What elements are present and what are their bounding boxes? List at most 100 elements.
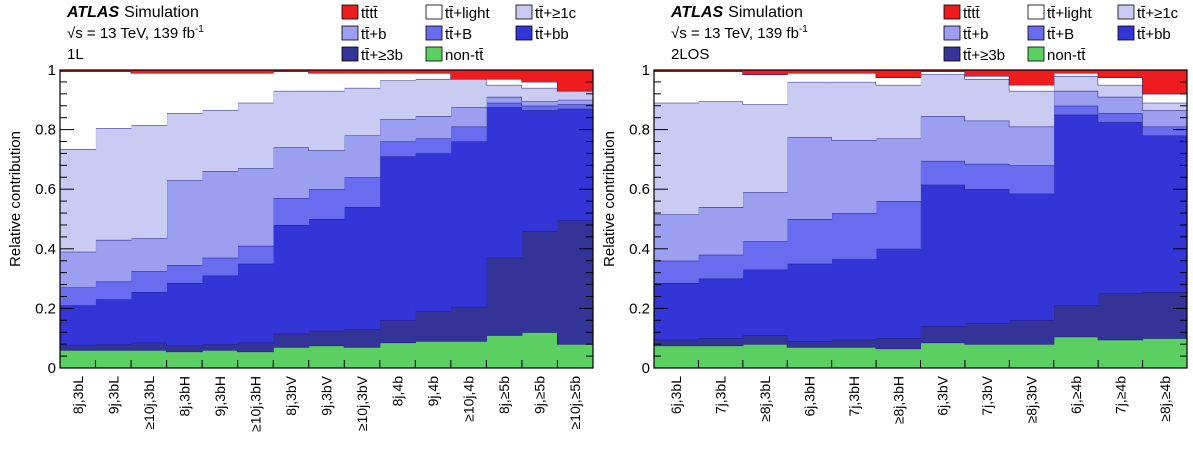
bar-ttB xyxy=(131,271,167,293)
bar-tttt xyxy=(131,70,167,73)
y-axis-label: Relative contribution xyxy=(601,131,618,267)
simulation-word: Simulation xyxy=(728,4,803,21)
x-tick-label: 7j,≥4b xyxy=(1112,376,1128,414)
bar-ttb xyxy=(308,150,345,190)
bar-ttbb xyxy=(486,107,523,258)
bar-tttt xyxy=(1142,70,1188,94)
simulation-word: Simulation xyxy=(124,4,199,21)
bar-ttb xyxy=(202,171,239,258)
energy-label: √s = 13 TeV, 139 fb-1 xyxy=(671,24,808,42)
x-tick-label: 6j,3bV xyxy=(935,375,951,415)
bar-tt3b xyxy=(486,257,523,336)
bar-tt3b xyxy=(964,323,1010,345)
legend-swatch-ttB xyxy=(425,25,443,41)
legend-swatch-ttb xyxy=(341,25,359,41)
bar-tttt xyxy=(237,70,274,73)
y-tick-label: 0.2 xyxy=(629,300,650,317)
x-tick-label: 7j,3bV xyxy=(979,375,995,415)
x-tick-label: 6j,3bH xyxy=(801,376,817,416)
y-tick-label: 0.4 xyxy=(629,241,650,258)
bar-ttlight xyxy=(166,72,203,114)
bar-nontt xyxy=(521,332,558,368)
bar-tt1c xyxy=(237,102,274,169)
bar-tt1c xyxy=(486,84,523,97)
bar-ttbb xyxy=(1142,135,1188,293)
chart-panel-2: 0 0.2 0.4 0.6 0.8 1 Relative contribution 6j,3b… xyxy=(601,4,1188,424)
bar-ttb xyxy=(237,168,274,246)
bar-tt1c xyxy=(964,78,1010,121)
bar-tt3b xyxy=(654,339,699,346)
x-tick-label: ≥10j,4b xyxy=(461,376,477,422)
bar-tt1c xyxy=(415,78,452,117)
bar-tttt xyxy=(742,70,788,75)
bar-tttt xyxy=(202,70,239,73)
bar-ttB xyxy=(742,241,788,270)
x-tick-label: ≥10j,≥5b xyxy=(567,376,583,430)
bar-tttt xyxy=(876,70,921,78)
legend-swatch-tt1c xyxy=(515,4,533,20)
bar-ttB xyxy=(698,254,744,279)
bar-ttbb xyxy=(379,156,416,321)
legend-label-ttbb: tt̄+bb xyxy=(535,26,569,43)
bar-tt1c xyxy=(308,90,345,151)
legend-swatch-ttB xyxy=(1027,25,1045,41)
y-tick-label: 0 xyxy=(48,360,56,377)
bars-group xyxy=(60,69,594,368)
bar-nontt xyxy=(964,344,1010,368)
legend-label-ttB: tt̄+B xyxy=(445,26,472,43)
bar-ttlight xyxy=(202,72,239,111)
bar-ttb xyxy=(273,147,310,199)
x-tick-label: 6j,3bL xyxy=(668,376,684,414)
x-tick-label: 8j,3bL xyxy=(70,376,86,414)
bar-ttlight xyxy=(237,72,274,103)
plot-frame xyxy=(59,69,594,369)
bar-ttB xyxy=(379,141,416,157)
bar-ttlight xyxy=(415,72,452,79)
bar-ttB xyxy=(273,198,310,225)
bar-ttb xyxy=(131,238,167,272)
bar-ttb xyxy=(1098,96,1143,114)
bar-tttt xyxy=(1098,70,1143,78)
atlas-title: ATLAS Simulation xyxy=(66,4,199,21)
bar-ttbb xyxy=(450,141,487,307)
bar-nontt xyxy=(273,347,310,368)
bar-ttb xyxy=(486,96,523,103)
bar-ttb xyxy=(166,180,203,266)
bar-ttb xyxy=(1009,126,1055,166)
bar-ttbb xyxy=(557,108,594,221)
bar-tt1c xyxy=(379,80,416,120)
bar-ttb xyxy=(95,239,132,282)
bar-tt1c xyxy=(202,110,239,172)
atlas-word: ATLAS xyxy=(670,4,723,21)
y-tick-label: 1 xyxy=(642,62,650,79)
bar-tttt xyxy=(787,70,833,73)
bar-ttlight xyxy=(60,71,96,149)
bar-tt3b xyxy=(202,344,239,351)
bar-ttb xyxy=(60,251,96,288)
bar-ttbb xyxy=(166,283,203,346)
bar-ttlight xyxy=(521,81,558,88)
bar-nontt xyxy=(308,345,345,368)
bar-ttbb xyxy=(1009,193,1055,321)
energy-sup: -1 xyxy=(799,24,808,35)
bar-nontt xyxy=(920,342,966,368)
bar-nontt xyxy=(379,342,416,368)
bar-tt3b xyxy=(698,338,744,346)
legend-swatch-ttlight xyxy=(425,4,443,20)
bar-ttB xyxy=(95,281,132,300)
bar-tt3b xyxy=(415,311,452,342)
bar-nontt xyxy=(131,350,167,368)
bar-ttlight xyxy=(1053,72,1099,76)
bar-tt3b xyxy=(831,339,877,348)
bar-ttbb xyxy=(273,224,310,334)
bar-tt3b xyxy=(1142,292,1188,339)
bar-nontt xyxy=(742,344,788,368)
x-tick-label: ≥10j,3bH xyxy=(247,376,263,432)
bar-ttlight xyxy=(379,72,416,81)
bar-ttlight xyxy=(95,71,132,129)
legend-label-ttlight: tt̄+light xyxy=(1047,5,1092,22)
legend: tt̄tt̄ tt̄+light tt̄+≥1c tt̄+b tt̄+B tt̄+bb tt… xyxy=(341,4,577,64)
bar-ttbb xyxy=(698,278,744,339)
bar-ttb xyxy=(964,120,1010,164)
bar-ttB xyxy=(344,177,381,208)
